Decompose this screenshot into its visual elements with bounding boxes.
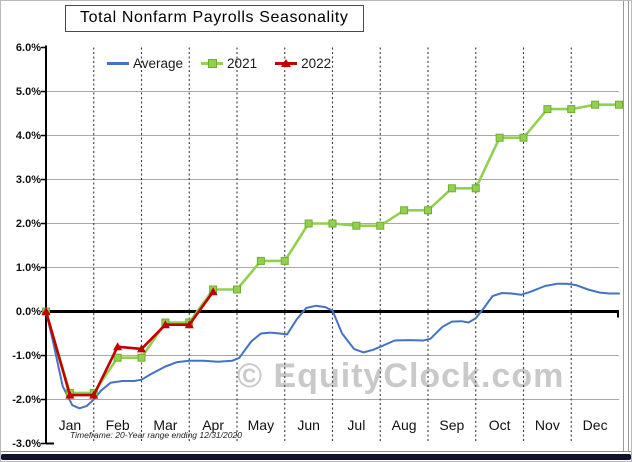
y-tick-label: -3.0%	[12, 437, 41, 450]
month-label: Jan	[58, 417, 82, 433]
y-tick-label: 3.0%	[15, 173, 41, 186]
month-label: Dec	[582, 417, 608, 433]
title-box: Total Nonfarm Payrolls Seasonality	[65, 5, 364, 32]
month-label: Apr	[202, 417, 225, 433]
legend-label-average: Average	[133, 56, 184, 71]
month-label: Aug	[391, 417, 417, 433]
square-marker-icon	[201, 59, 224, 68]
month-label: Sep	[439, 417, 465, 433]
y-tick-label: 0.0%	[15, 305, 41, 318]
month-label: Feb	[105, 417, 130, 433]
legend-label-2021: 2021	[227, 56, 258, 71]
page-title: Total Nonfarm Payrolls Seasonality	[80, 9, 349, 26]
month-label: Oct	[488, 417, 511, 433]
month-label: Jul	[347, 417, 366, 433]
y-tick-label: 2.0%	[15, 217, 41, 230]
legend-item-2021: 2021	[201, 56, 257, 71]
month-label: Mar	[153, 417, 178, 433]
bottom-bar	[1, 454, 631, 460]
y-tick-label: -2.0%	[12, 393, 41, 406]
month-label: Jun	[297, 417, 320, 433]
legend-item-average: Average	[107, 56, 183, 71]
timeframe-footnote: Timeframe: 20-Year range ending 12/31/20…	[70, 430, 242, 440]
month-label: Nov	[534, 417, 560, 433]
y-tick-label: 6.0%	[15, 41, 41, 54]
y-tick-label: 1.0%	[15, 261, 41, 274]
y-tick-label: 4.0%	[15, 129, 41, 142]
average-line-icon	[107, 59, 129, 68]
legend: Average 2021 2022	[107, 56, 331, 71]
triangle-marker-icon	[275, 59, 298, 68]
window-right-frame	[623, 1, 629, 451]
watermark: © EquityClock.com	[237, 357, 565, 395]
y-tick-label: -1.0%	[12, 349, 41, 362]
bottom-divider	[1, 451, 631, 452]
month-label: May	[247, 417, 275, 433]
legend-label-2022: 2022	[301, 56, 332, 71]
y-tick-label: 5.0%	[15, 85, 41, 98]
legend-item-2022: 2022	[275, 56, 331, 71]
